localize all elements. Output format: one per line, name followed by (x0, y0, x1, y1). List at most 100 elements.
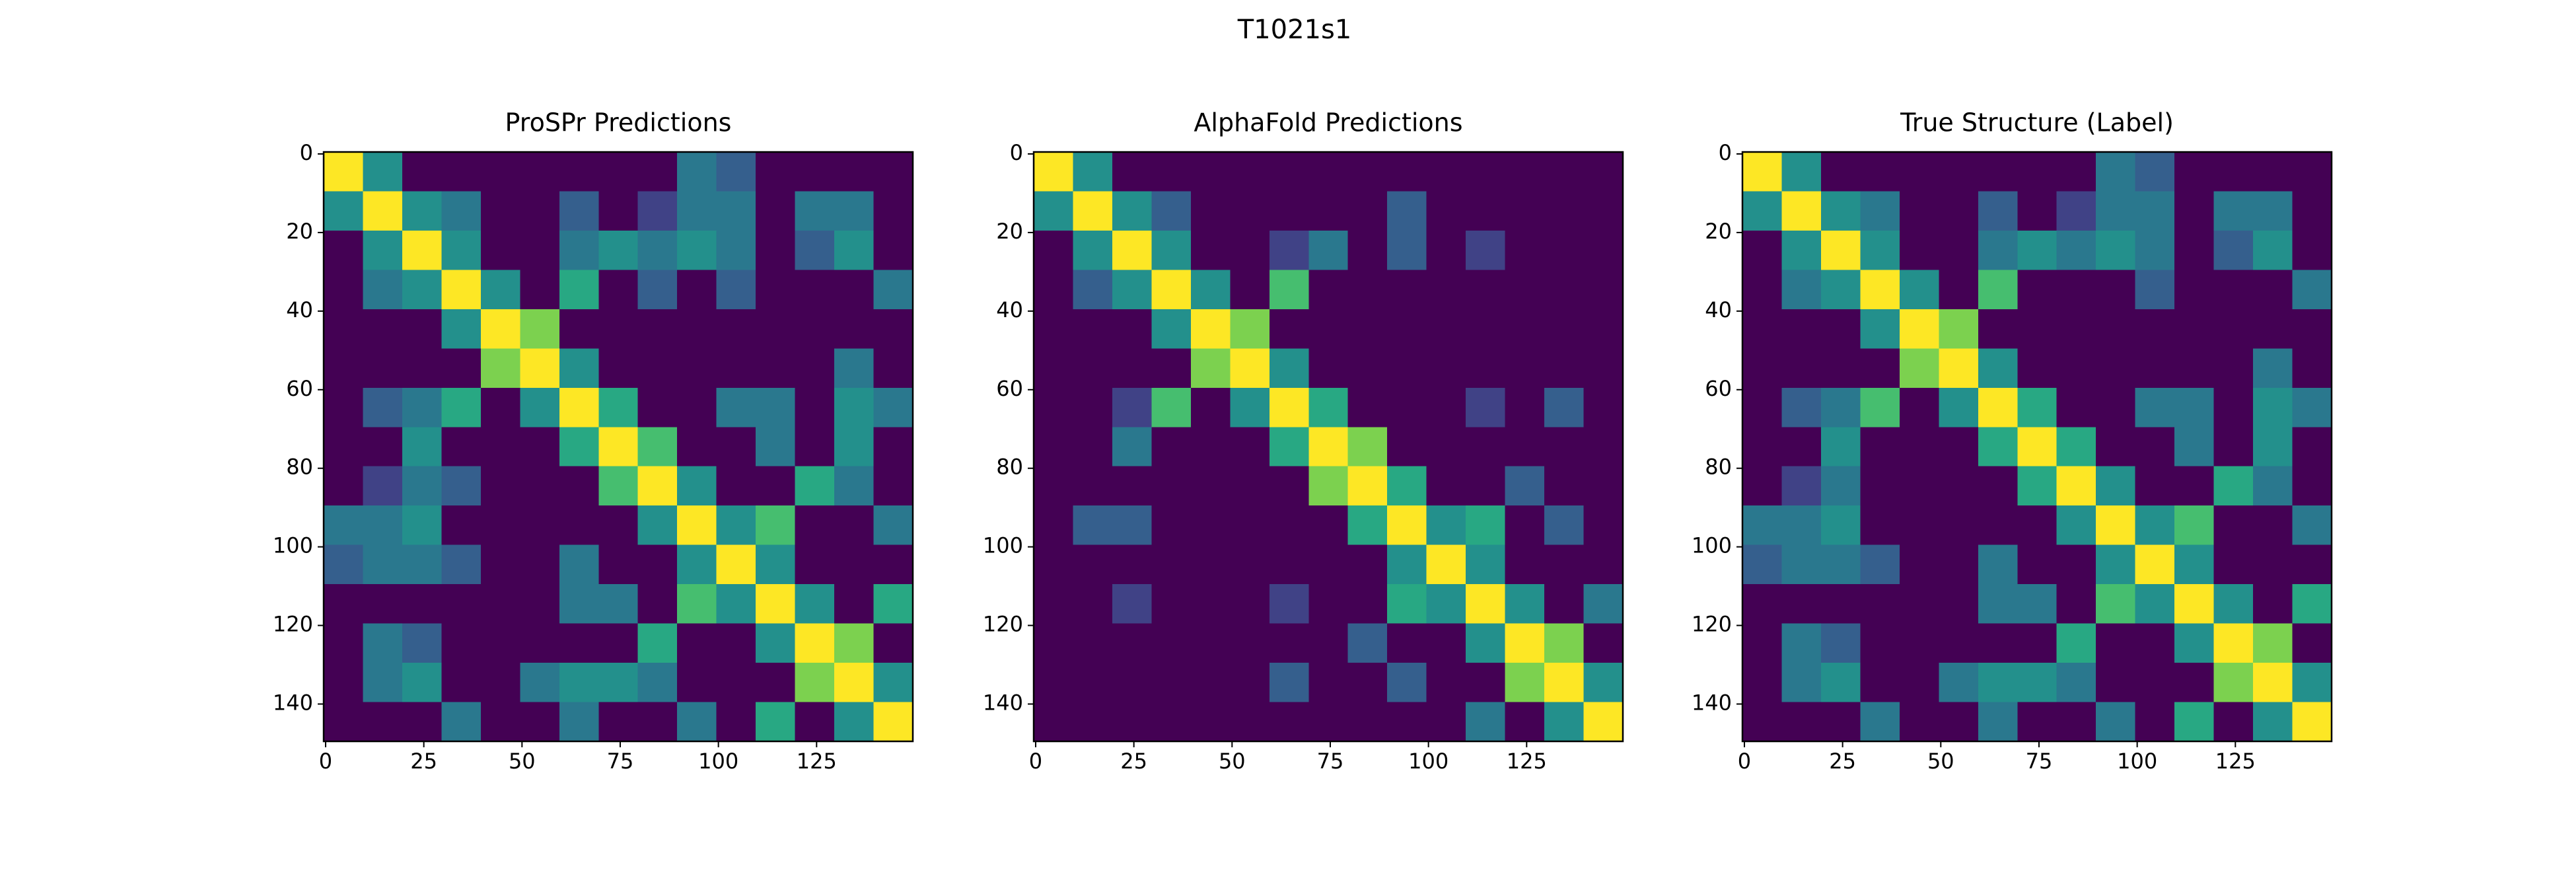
heatmap-cell (324, 309, 364, 349)
heatmap-cell (402, 191, 442, 231)
heatmap-cell (1466, 702, 1506, 742)
heatmap-cell (441, 387, 482, 427)
heatmap-cell (2174, 505, 2215, 546)
heatmap-cell (2096, 466, 2136, 506)
heatmap-cell (1230, 348, 1270, 389)
heatmap-cell (2292, 702, 2332, 742)
heatmap-cell (2135, 505, 2175, 546)
panel-title: ProSPr Predictions (505, 108, 732, 137)
heatmap-cell (1544, 152, 1585, 192)
heatmap-cell (520, 427, 560, 467)
heatmap-cell (1820, 663, 1861, 703)
heatmap-cell (598, 387, 639, 427)
heatmap-cell (363, 584, 403, 624)
heatmap-cell (637, 427, 678, 467)
heatmap-cell (2096, 427, 2136, 467)
heatmap-cell (1190, 623, 1231, 663)
heatmap-cell (1034, 505, 1074, 546)
heatmap-cell (677, 702, 717, 742)
heatmap-cell (441, 270, 482, 310)
heatmap-cell (1781, 309, 1822, 349)
heatmap-cell (2017, 348, 2057, 389)
heatmap-cell (1781, 623, 1822, 663)
heatmap-cell (1034, 663, 1074, 703)
heatmap-cell (1190, 544, 1231, 585)
heatmap-cell (716, 230, 756, 270)
heatmap-cell (1112, 623, 1152, 663)
heatmap-cell (1939, 230, 1979, 270)
heatmap-cell (873, 230, 913, 270)
heatmap-cell (1347, 505, 1388, 546)
heatmap-cell (756, 623, 796, 663)
heatmap-cell (1978, 152, 2018, 192)
heatmap-cell (480, 544, 520, 585)
heatmap-cell (1112, 348, 1152, 389)
heatmap-cell (795, 152, 835, 192)
heatmap-cell (2056, 152, 2096, 192)
heatmap-cell (716, 348, 756, 389)
heatmap-cell (2292, 348, 2332, 389)
heatmap-cell (520, 270, 560, 310)
heatmap-cell (402, 427, 442, 467)
heatmap-cell (559, 387, 599, 427)
heatmap-cell (1308, 309, 1349, 349)
heatmap-cell (1939, 270, 1979, 310)
heatmap-cell (1387, 387, 1427, 427)
heatmap-cell (1347, 152, 1388, 192)
heatmap-cell (1860, 505, 1900, 546)
heatmap-cell (2213, 663, 2254, 703)
heatmap-cell (520, 387, 560, 427)
heatmap-cell (1073, 466, 1113, 506)
heatmap-cell (795, 702, 835, 742)
x-tick-label: 100 (2117, 749, 2157, 774)
heatmap-cell (2096, 702, 2136, 742)
heatmap-cell (2135, 270, 2175, 310)
heatmap-cell (677, 663, 717, 703)
heatmap-cell (1073, 152, 1113, 192)
heatmap-cell (2174, 152, 2215, 192)
heatmap-cell (795, 623, 835, 663)
heatmap-cell (1073, 702, 1113, 742)
heatmap-cell (1978, 544, 2018, 585)
y-tick-label: 80 (996, 455, 1023, 480)
heatmap-cell (2253, 702, 2293, 742)
heatmap-cell (1151, 584, 1192, 624)
heatmap-cell (559, 505, 599, 546)
heatmap-cell (2292, 387, 2332, 427)
heatmap-cell (677, 544, 717, 585)
heatmap-cell (1820, 427, 1861, 467)
heatmap-cell (1583, 623, 1624, 663)
heatmap-cell (637, 348, 678, 389)
heatmap-cell (2096, 584, 2136, 624)
heatmap-cell (1426, 230, 1466, 270)
heatmap-cell (1939, 466, 1979, 506)
heatmap-cell (1190, 309, 1231, 349)
heatmap-cell (1112, 270, 1152, 310)
y-tick-label: 20 (996, 219, 1023, 244)
heatmap-cell (1230, 270, 1270, 310)
heatmap-cell (834, 270, 875, 310)
heatmap-cell (480, 466, 520, 506)
heatmap-cell (1230, 623, 1270, 663)
x-tick-label: 100 (1408, 749, 1449, 774)
heatmap-cell (1544, 387, 1585, 427)
heatmap-cell (1899, 348, 1939, 389)
x-tick-label: 25 (1120, 749, 1147, 774)
heatmap-cell (2056, 663, 2096, 703)
heatmap-cell (1466, 309, 1506, 349)
heatmap-cell (2253, 427, 2293, 467)
heatmap-cell (2174, 309, 2215, 349)
heatmap-cell (873, 270, 913, 310)
heatmap-cell (1544, 584, 1585, 624)
heatmap-cell (716, 309, 756, 349)
heatmap-cell (756, 191, 796, 231)
heatmap-cell (2056, 702, 2096, 742)
heatmap-cell (1781, 505, 1822, 546)
heatmap-cell (324, 270, 364, 310)
heatmap-cell (716, 584, 756, 624)
heatmap-cell (598, 348, 639, 389)
heatmap-cell (2056, 427, 2096, 467)
y-tick-label: 40 (1705, 297, 1732, 322)
heatmap-cell (756, 466, 796, 506)
heatmap-cell (480, 702, 520, 742)
